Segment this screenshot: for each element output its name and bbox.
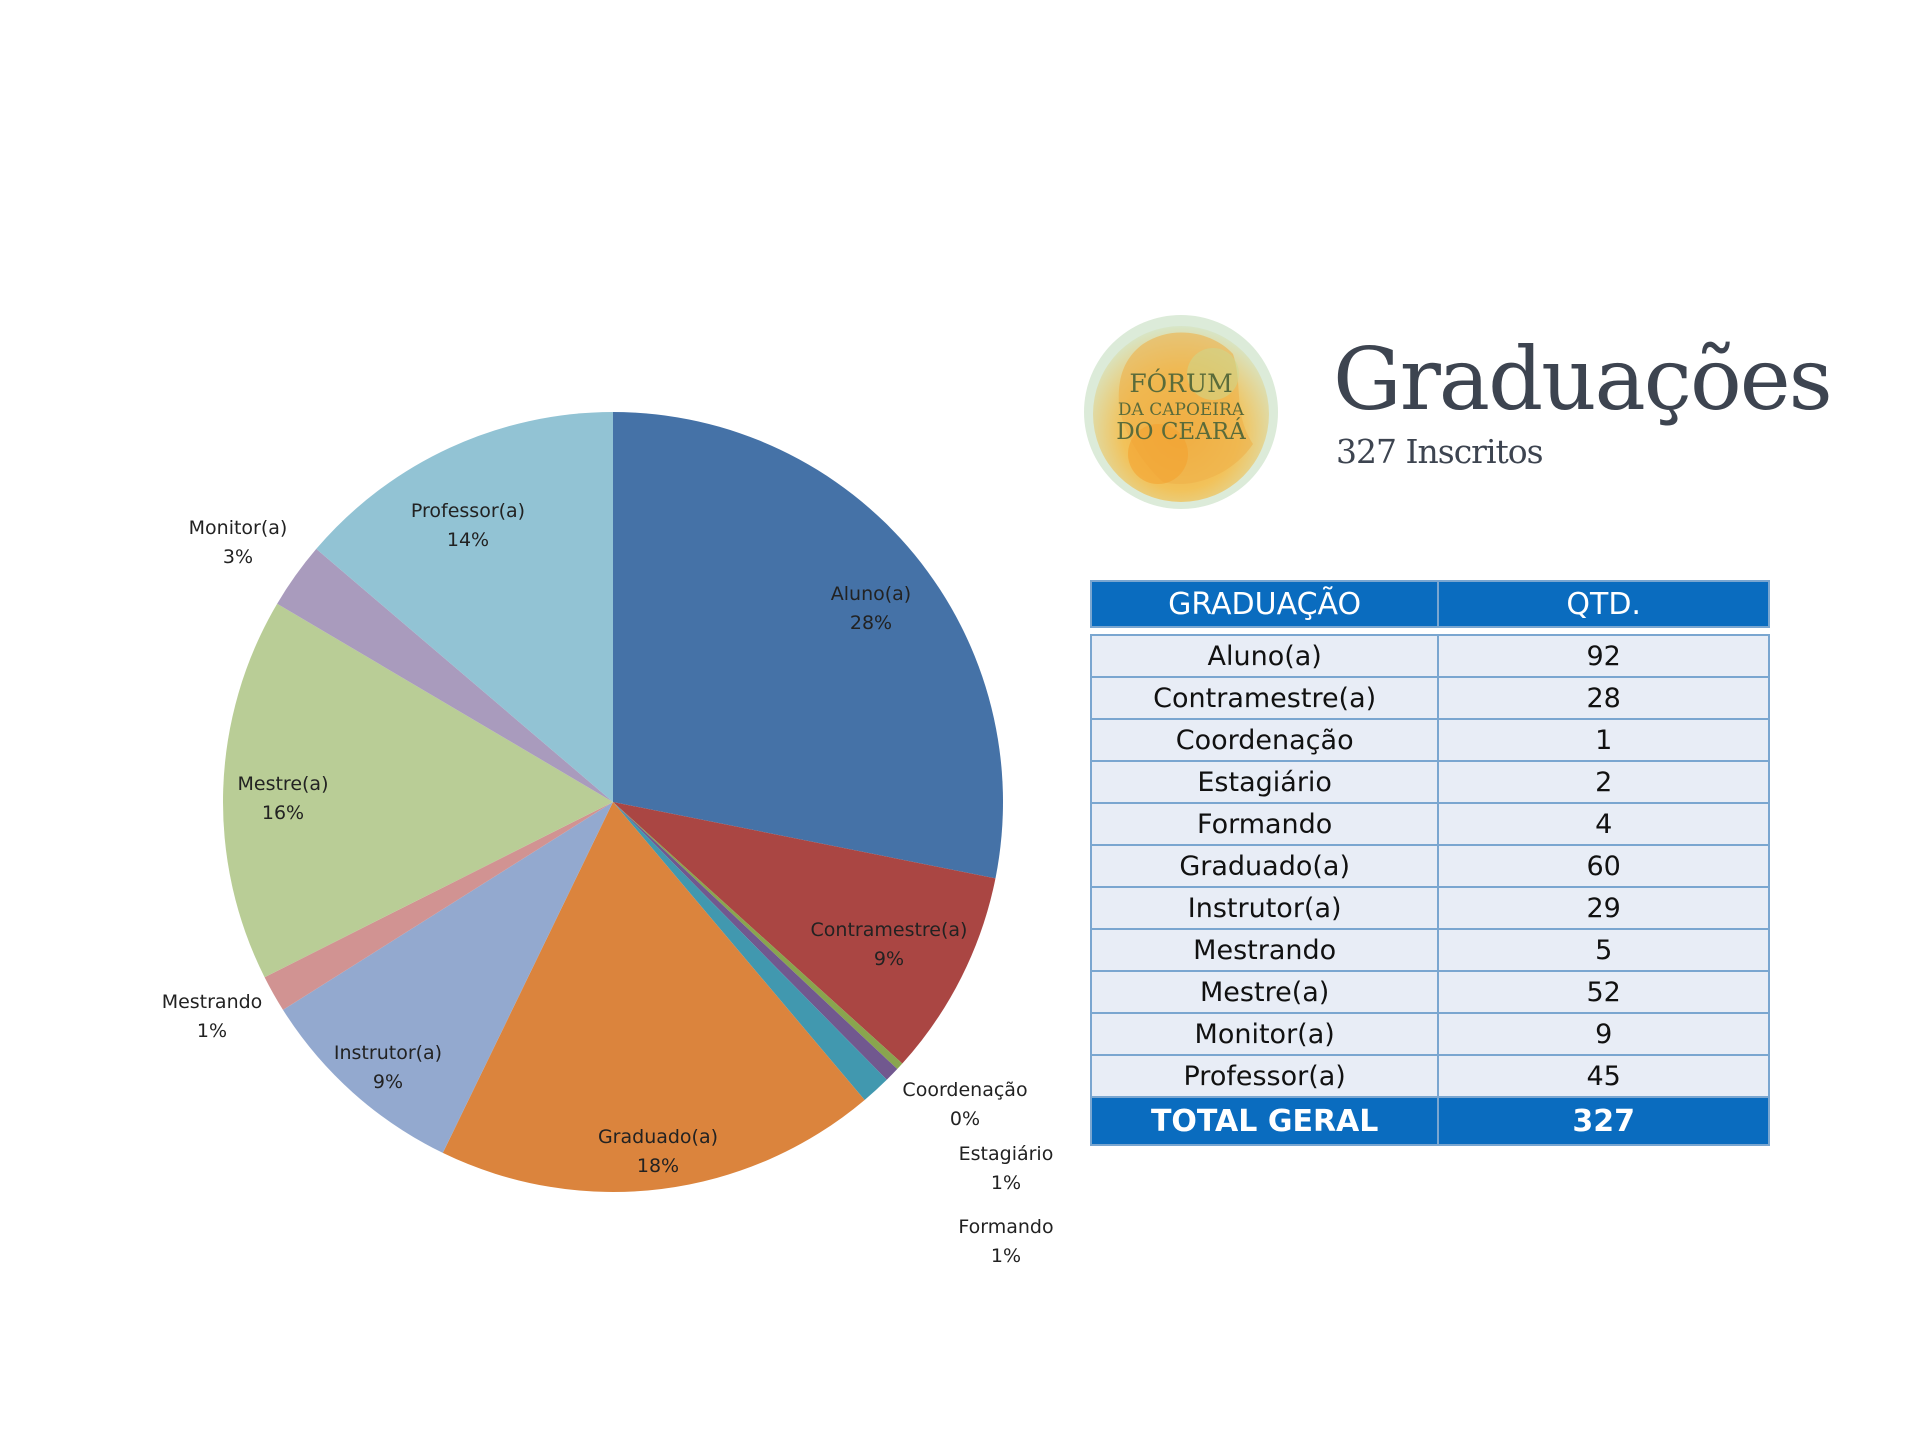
- cell-graduacao: Professor(a): [1089, 1054, 1440, 1098]
- total-label: TOTAL GERAL: [1089, 1096, 1440, 1146]
- slice-label: Estagiário: [959, 1143, 1054, 1165]
- cell-qtd: 4: [1437, 802, 1770, 846]
- slice-percent: 1%: [197, 1020, 227, 1042]
- cell-qtd: 52: [1437, 970, 1770, 1014]
- pie-slice-professor-a: [316, 412, 613, 802]
- table-row: Aluno(a) 92: [1089, 634, 1770, 678]
- cell-graduacao: Contramestre(a): [1089, 676, 1440, 720]
- table-row: Instrutor(a) 29: [1089, 886, 1770, 930]
- cell-graduacao: Instrutor(a): [1089, 886, 1440, 930]
- pie-slice-estagi-rio: [613, 802, 898, 1080]
- slice-label: Contramestre(a): [811, 919, 968, 941]
- total-value: 327: [1437, 1096, 1770, 1146]
- cell-qtd: 1: [1437, 718, 1770, 762]
- slice-label: Mestre(a): [238, 773, 329, 795]
- logo-line1: FÓRUM: [1129, 369, 1232, 398]
- cell-qtd: 45: [1437, 1054, 1770, 1098]
- forum-capoeira-logo: FÓRUM DA CAPOEIRA DO CEARÁ: [1084, 315, 1278, 509]
- table-row: Professor(a) 45: [1089, 1054, 1770, 1098]
- pie-slice-graduado-a: [442, 802, 865, 1192]
- cell-qtd: 29: [1437, 886, 1770, 930]
- pie-chart-svg: Aluno(a) 28% Contramestre(a) 9% Coordenação 0…: [162, 412, 1054, 1267]
- header-graduacao: GRADUAÇÃO: [1089, 580, 1440, 628]
- table-row: Mestre(a) 52: [1089, 970, 1770, 1014]
- slice-label: Graduado(a): [598, 1126, 718, 1148]
- pie-slice-coordena-o: [613, 802, 903, 1070]
- slice-label: Instrutor(a): [334, 1042, 442, 1064]
- header-qtd: QTD.: [1437, 580, 1770, 628]
- slice-label: Aluno(a): [831, 583, 911, 605]
- table-row: Coordenação 1: [1089, 718, 1770, 762]
- cell-qtd: 9: [1437, 1012, 1770, 1056]
- slice-percent: 1%: [991, 1245, 1021, 1267]
- cell-qtd: 60: [1437, 844, 1770, 888]
- slice-percent: 9%: [373, 1071, 403, 1093]
- cell-graduacao: Formando: [1089, 802, 1440, 846]
- table-row: Estagiário 2: [1089, 760, 1770, 804]
- cell-qtd: 92: [1437, 634, 1770, 678]
- pie-slice-mestrando: [264, 802, 613, 1010]
- pie-chart: Aluno(a) 28% Contramestre(a) 9% Coordenação 0…: [162, 412, 1054, 1267]
- cell-qtd: 28: [1437, 676, 1770, 720]
- cell-graduacao: Estagiário: [1089, 760, 1440, 804]
- logo-line3: DO CEARÁ: [1116, 418, 1246, 445]
- pie-slice-monitor-a: [277, 548, 613, 802]
- slice-percent: 14%: [447, 529, 489, 551]
- slice-percent: 0%: [950, 1108, 980, 1130]
- slice-label: Monitor(a): [189, 517, 288, 539]
- table-row: Formando 4: [1089, 802, 1770, 846]
- cell-graduacao: Aluno(a): [1089, 634, 1440, 678]
- slice-percent: 3%: [223, 546, 253, 568]
- pie-slice-mestre-a: [223, 603, 613, 978]
- table-row: Monitor(a) 9: [1089, 1012, 1770, 1056]
- cell-graduacao: Mestre(a): [1089, 970, 1440, 1014]
- cell-graduacao: Graduado(a): [1089, 844, 1440, 888]
- slice-label: Formando: [958, 1216, 1053, 1238]
- slice-label: Professor(a): [411, 500, 525, 522]
- pie-slice-formando: [613, 802, 887, 1100]
- pie-slice-aluno-a: [613, 412, 1003, 879]
- slice-label: Mestrando: [162, 991, 263, 1013]
- slice-label: Coordenação: [902, 1079, 1027, 1101]
- pie-slice-contramestre-a: [613, 802, 996, 1064]
- page-title: Graduações: [1333, 330, 1833, 430]
- slice-percent: 1%: [991, 1172, 1021, 1194]
- slice-percent: 16%: [262, 802, 304, 824]
- page-subtitle: 327 Inscritos: [1336, 432, 1544, 471]
- table-row: Graduado(a) 60: [1089, 844, 1770, 888]
- slice-percent: 9%: [874, 948, 904, 970]
- table-row: Mestrando 5: [1089, 928, 1770, 972]
- pie-slice-instrutor-a: [282, 802, 613, 1153]
- cell-qtd: 5: [1437, 928, 1770, 972]
- cell-graduacao: Coordenação: [1089, 718, 1440, 762]
- logo-line2: DA CAPOEIRA: [1118, 400, 1245, 420]
- graduacoes-table: GRADUAÇÃO QTD. Aluno(a) 92 Contramestre(…: [1089, 580, 1770, 1146]
- table-header-row: GRADUAÇÃO QTD.: [1089, 580, 1770, 628]
- table-row: Contramestre(a) 28: [1089, 676, 1770, 720]
- cell-qtd: 2: [1437, 760, 1770, 804]
- slice-percent: 18%: [637, 1155, 679, 1177]
- slice-percent: 28%: [850, 612, 892, 634]
- cell-graduacao: Mestrando: [1089, 928, 1440, 972]
- table-total-row: TOTAL GERAL 327: [1089, 1096, 1770, 1146]
- cell-graduacao: Monitor(a): [1089, 1012, 1440, 1056]
